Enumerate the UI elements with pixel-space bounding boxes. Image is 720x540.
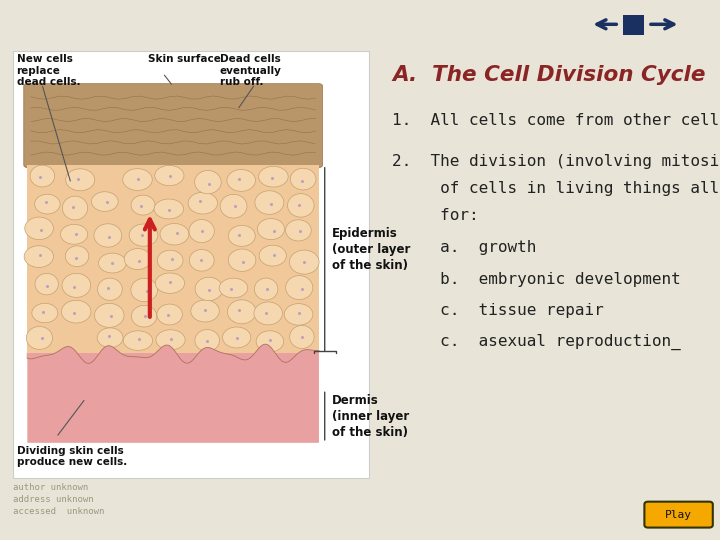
Ellipse shape bbox=[258, 166, 288, 187]
Ellipse shape bbox=[220, 194, 247, 218]
Ellipse shape bbox=[227, 170, 256, 191]
Ellipse shape bbox=[94, 303, 124, 327]
Text: Skin surface: Skin surface bbox=[148, 54, 221, 64]
Ellipse shape bbox=[195, 277, 222, 301]
Text: c.  tissue repair: c. tissue repair bbox=[392, 303, 604, 318]
Ellipse shape bbox=[254, 302, 282, 325]
Ellipse shape bbox=[157, 250, 183, 271]
Ellipse shape bbox=[155, 165, 184, 186]
Ellipse shape bbox=[219, 278, 248, 298]
Ellipse shape bbox=[24, 217, 53, 240]
Ellipse shape bbox=[189, 249, 214, 271]
Ellipse shape bbox=[129, 224, 158, 246]
Ellipse shape bbox=[257, 219, 284, 240]
Ellipse shape bbox=[188, 192, 217, 214]
Text: accessed  unknown: accessed unknown bbox=[13, 507, 104, 516]
Ellipse shape bbox=[194, 171, 221, 194]
Ellipse shape bbox=[284, 303, 313, 325]
Text: for:: for: bbox=[392, 208, 479, 223]
Ellipse shape bbox=[228, 300, 256, 324]
Polygon shape bbox=[27, 344, 319, 443]
FancyBboxPatch shape bbox=[13, 51, 369, 478]
Text: New cells
replace
dead cells.: New cells replace dead cells. bbox=[17, 54, 80, 87]
Text: Dividing skin cells
produce new cells.: Dividing skin cells produce new cells. bbox=[17, 446, 127, 467]
Ellipse shape bbox=[131, 195, 155, 215]
FancyBboxPatch shape bbox=[24, 84, 323, 167]
Ellipse shape bbox=[255, 191, 284, 214]
Ellipse shape bbox=[66, 246, 89, 267]
Ellipse shape bbox=[99, 253, 126, 273]
Ellipse shape bbox=[125, 248, 151, 269]
Ellipse shape bbox=[32, 303, 58, 323]
Ellipse shape bbox=[157, 304, 182, 325]
Text: Dermis
(inner layer
of the skin): Dermis (inner layer of the skin) bbox=[332, 394, 409, 438]
Ellipse shape bbox=[286, 220, 311, 241]
Ellipse shape bbox=[256, 331, 284, 352]
Ellipse shape bbox=[156, 330, 185, 350]
Ellipse shape bbox=[289, 326, 314, 348]
Ellipse shape bbox=[189, 220, 215, 242]
Bar bbox=[27, 165, 319, 354]
Ellipse shape bbox=[195, 329, 220, 352]
Ellipse shape bbox=[259, 245, 287, 266]
Ellipse shape bbox=[123, 331, 153, 350]
Ellipse shape bbox=[287, 194, 314, 217]
Text: Epidermis
(outer layer
of the skin): Epidermis (outer layer of the skin) bbox=[332, 227, 410, 272]
Ellipse shape bbox=[63, 196, 88, 220]
Text: a.  growth: a. growth bbox=[392, 240, 537, 255]
Ellipse shape bbox=[222, 327, 251, 348]
Ellipse shape bbox=[60, 225, 88, 244]
Ellipse shape bbox=[131, 278, 158, 302]
Ellipse shape bbox=[91, 192, 118, 211]
Ellipse shape bbox=[24, 246, 53, 267]
FancyBboxPatch shape bbox=[623, 15, 644, 35]
Ellipse shape bbox=[122, 168, 152, 191]
Ellipse shape bbox=[289, 250, 319, 274]
Text: Play: Play bbox=[665, 510, 692, 519]
Ellipse shape bbox=[30, 165, 55, 187]
Ellipse shape bbox=[290, 168, 316, 190]
Ellipse shape bbox=[27, 327, 53, 349]
Text: b.  embryonic development: b. embryonic development bbox=[392, 272, 681, 287]
Ellipse shape bbox=[35, 194, 60, 214]
Ellipse shape bbox=[160, 224, 189, 245]
Ellipse shape bbox=[66, 169, 95, 191]
Ellipse shape bbox=[156, 273, 184, 293]
Text: of cells in living things allows: of cells in living things allows bbox=[392, 181, 720, 196]
Text: author unknown: author unknown bbox=[13, 483, 89, 492]
Text: A.  The Cell Division Cycle: A. The Cell Division Cycle bbox=[392, 65, 706, 85]
Ellipse shape bbox=[62, 273, 91, 298]
Ellipse shape bbox=[286, 275, 312, 300]
Text: address unknown: address unknown bbox=[13, 495, 94, 504]
Text: 1.  All cells come from other cells: 1. All cells come from other cells bbox=[392, 113, 720, 129]
Ellipse shape bbox=[191, 300, 220, 322]
FancyBboxPatch shape bbox=[644, 502, 713, 528]
Ellipse shape bbox=[61, 300, 91, 323]
Ellipse shape bbox=[228, 249, 256, 272]
Ellipse shape bbox=[35, 273, 58, 295]
Ellipse shape bbox=[132, 306, 157, 327]
Ellipse shape bbox=[154, 199, 184, 219]
Ellipse shape bbox=[254, 278, 278, 300]
Text: Dead cells
eventually
rub off.: Dead cells eventually rub off. bbox=[220, 54, 282, 87]
Text: 2.  The division (involving mitosis): 2. The division (involving mitosis) bbox=[392, 154, 720, 169]
Text: c.  asexual reproduction_: c. asexual reproduction_ bbox=[392, 334, 681, 350]
Ellipse shape bbox=[228, 225, 256, 246]
Ellipse shape bbox=[94, 224, 122, 247]
Ellipse shape bbox=[97, 278, 122, 300]
Ellipse shape bbox=[97, 328, 123, 348]
